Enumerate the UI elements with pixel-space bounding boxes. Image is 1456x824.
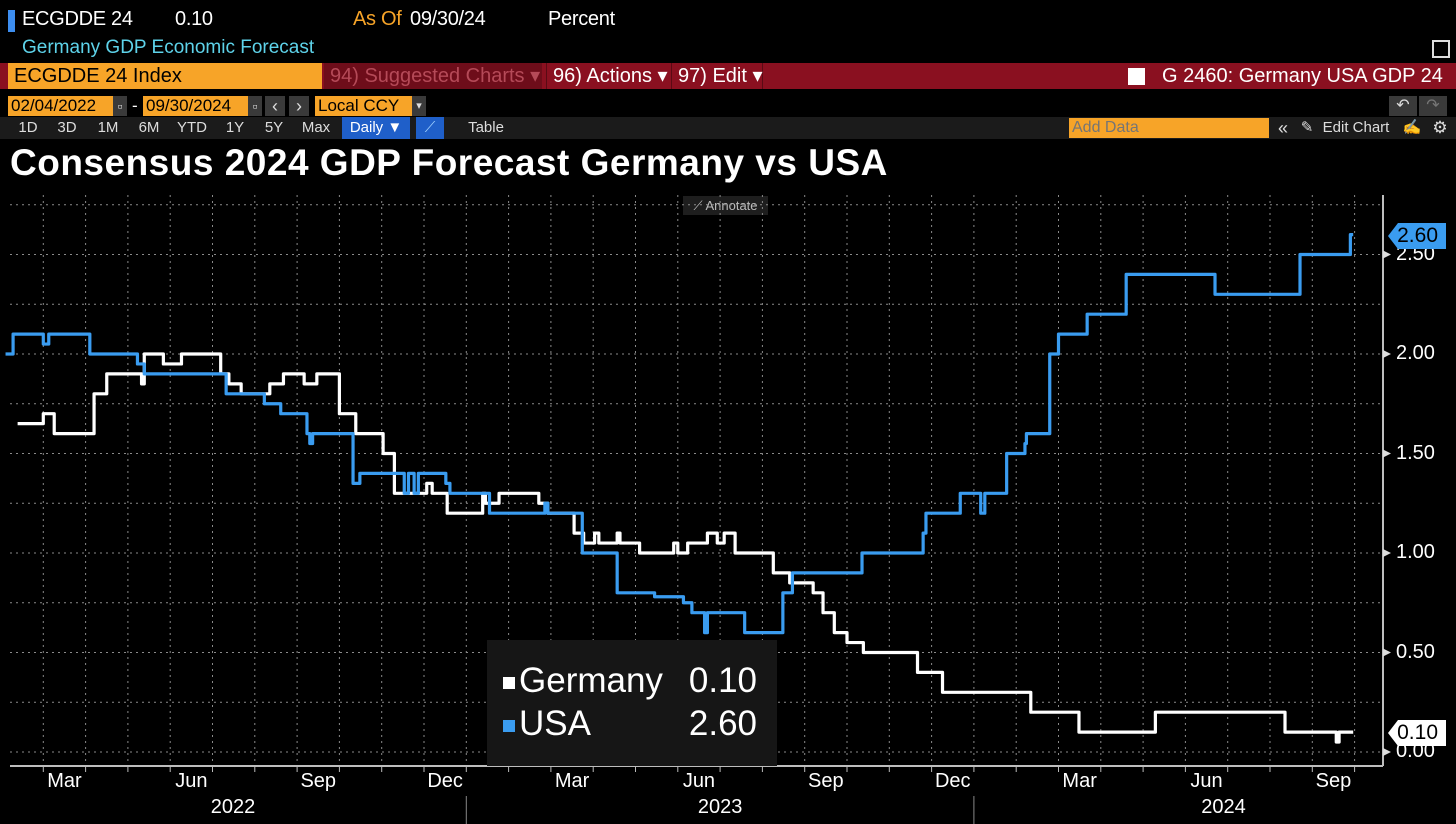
legend-swatch [503,676,515,689]
as-of-date: 09/30/24 [410,8,486,30]
y-tick [1383,250,1391,259]
x-month-label: Sep [808,770,844,792]
range-1y[interactable]: 1Y [225,119,245,136]
redo-button[interactable]: ↷ [1419,96,1447,116]
security-input[interactable]: ECGDDE 24 Index [8,63,322,89]
x-month-label: Mar [47,770,82,792]
undo-button[interactable]: ↶ [1389,96,1417,116]
pencil-icon[interactable]: ✎ [1300,119,1314,136]
legend-item-germany[interactable]: Germany 0.10 [503,660,763,702]
y-tick [1383,350,1391,358]
settings-gear-icon[interactable]: ⚙ [1432,118,1448,137]
annotate-label: Annotate [705,198,758,213]
x-month-label: Mar [554,770,590,792]
next-period-button[interactable]: › [289,96,309,116]
x-year-label: 2023 [697,796,743,818]
x-month-label: Mar [1062,770,1097,792]
edit-menu[interactable]: 97) Edit ▾ [671,63,763,89]
security-description: Germany GDP Economic Forecast [22,37,315,58]
header-row: ECGDDE 24 0.10 As Of 09/30/24 Percent [0,8,800,36]
ticker: ECGDDE 24 [22,8,133,30]
chart-name: G 2460: Germany USA GDP 24 [1162,65,1443,87]
range-1m[interactable]: 1M [97,119,119,136]
security-marker [8,10,15,32]
x-month-label: Dec [427,770,463,792]
annotate-tool-icon[interactable]: ✍ [1402,119,1422,136]
edit-chart-button[interactable]: Edit Chart [1322,119,1390,136]
x-month-label: Sep [300,770,337,792]
y-tick-label: 1.50 [1396,441,1435,464]
end-date-input[interactable]: 09/30/2024 [143,96,250,116]
frequency-select[interactable]: Daily ▼ [342,117,410,139]
range-ytd[interactable]: YTD [177,119,207,136]
y-tick [1383,449,1391,458]
actions-menu[interactable]: 96) Actions ▾ [546,63,668,89]
legend-label: USA [519,704,591,743]
legend-swatch [503,719,515,732]
pencil-icon: ⟋ [693,198,706,213]
y-tick-label: 2.00 [1396,342,1435,364]
x-month-label: Jun [1190,770,1223,792]
legend-label: Germany [519,661,663,700]
table-button[interactable]: Table [468,119,504,136]
legend-value: 0.10 [688,661,757,700]
x-year-label: 2022 [210,796,256,818]
chart-title: Consensus 2024 GDP Forecast Germany vs U… [10,142,888,183]
range-5y[interactable]: 5Y [264,119,284,136]
range-1d[interactable]: 1D [18,119,38,136]
usa-last-value-tag: 2.60 [1388,223,1446,249]
suggested-charts-menu[interactable]: 94) Suggested Charts ▾ [324,63,542,89]
x-month-label: Jun [682,770,716,792]
external-link-icon[interactable] [1128,68,1145,85]
collapse-button[interactable]: « [1277,118,1288,138]
germany-last-value-tag: 0.10 [1388,720,1446,746]
currency-select[interactable]: Local CCY [315,96,413,116]
y-tick [1383,648,1391,657]
range-3d[interactable]: 3D [57,119,77,136]
calendar-icon[interactable]: ▫ [113,96,127,116]
y-tick [1383,748,1391,756]
x-year-label: 2024 [1201,796,1246,818]
chart-legend: Germany 0.10 USA 2.60 [487,640,777,766]
date-bar: 02/04/2022 ▫ - 09/30/2024 ▫ ‹ › Local CC… [0,96,1456,117]
x-month-label: Dec [934,770,971,792]
annotate-button[interactable]: ⟋ Annotate [683,196,768,215]
as-of-label: As Of [353,8,402,30]
range-6m[interactable]: 6M [138,119,160,136]
range-max[interactable]: Max [301,119,331,136]
x-month-label: Jun [175,770,208,792]
date-separator: - [132,96,138,115]
last-value: 0.10 [175,8,213,30]
y-tick-label: 1.00 [1396,541,1435,563]
currency-dropdown-button[interactable]: ▾ [412,96,426,116]
calendar-icon[interactable]: ▫ [248,96,262,116]
popout-window-icon[interactable] [1432,40,1450,58]
y-tick-label: 0.50 [1396,640,1435,663]
legend-value: 2.60 [688,704,757,743]
legend-item-usa[interactable]: USA 2.60 [503,703,763,745]
x-month-label: Sep [1315,770,1352,792]
add-data-input[interactable] [1069,118,1269,138]
line-chart-icon[interactable]: ⟋ [416,117,444,139]
y-tick [1383,549,1391,557]
start-date-input[interactable]: 02/04/2022 [8,96,115,116]
units: Percent [548,8,615,30]
prev-period-button[interactable]: ‹ [265,96,285,116]
chart-toolbar: 1D 3D 1M 6M YTD 1Y 5Y Max Daily ▼ ⟋ Tabl… [0,117,1456,139]
series-line-usa [5,233,1354,635]
security-bar: ECGDDE 24 Index 94) Suggested Charts ▾ 9… [0,63,1456,89]
